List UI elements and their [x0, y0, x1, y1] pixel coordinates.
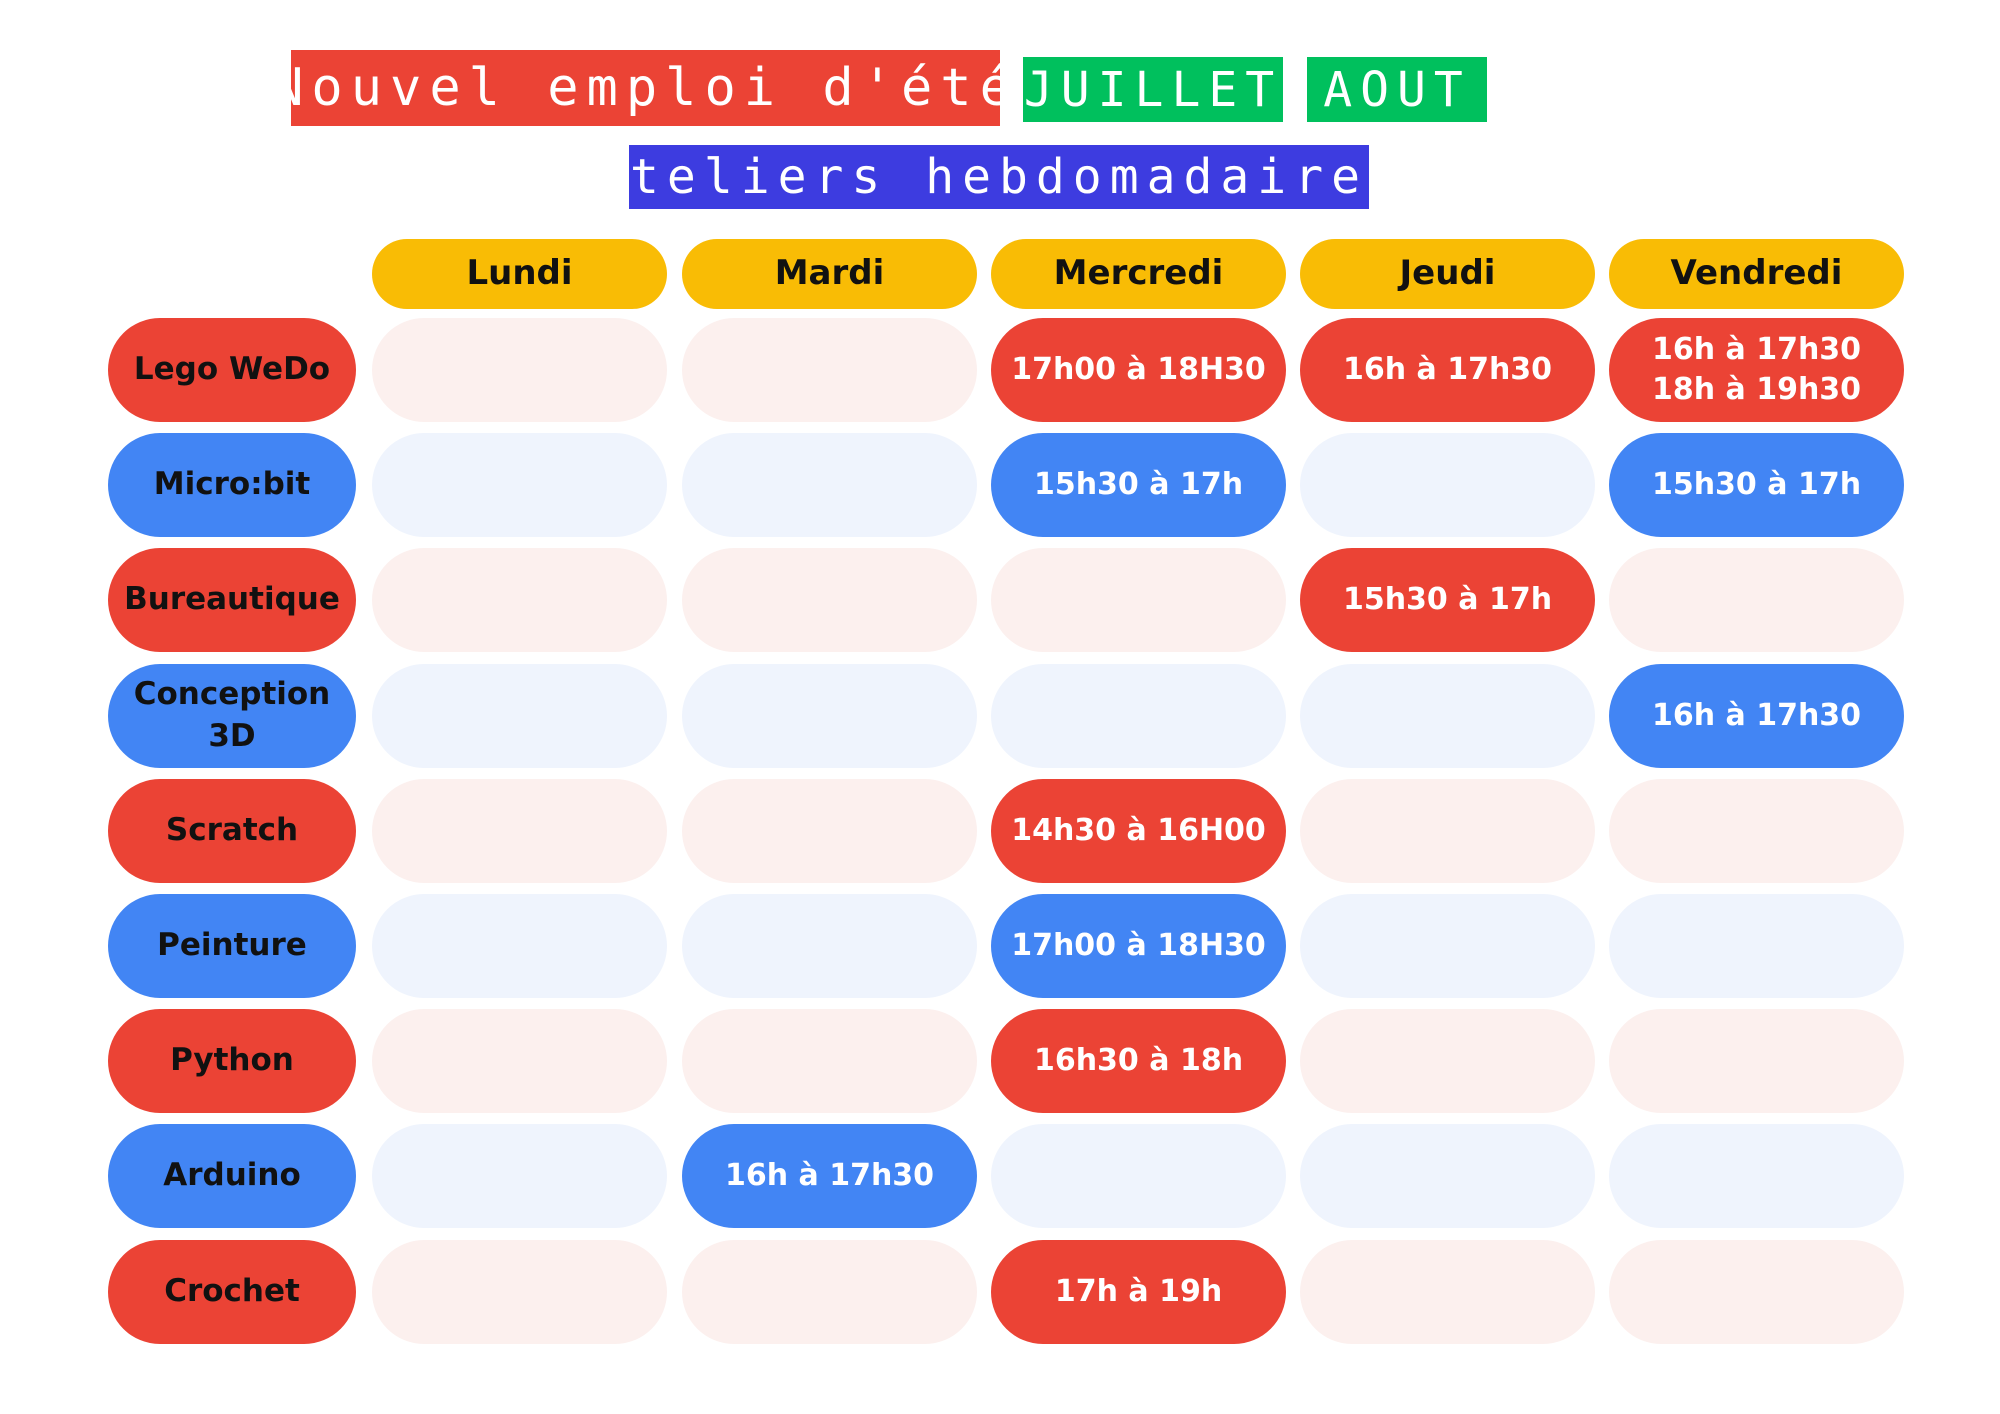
empty-slot — [372, 548, 667, 652]
empty-slot — [1609, 1240, 1904, 1344]
schedule-slot: 16h à 17h30 — [1609, 664, 1904, 768]
empty-slot — [682, 1240, 977, 1344]
empty-slot — [1300, 1240, 1595, 1344]
schedule-slot: 15h30 à 17h — [1300, 548, 1595, 652]
day-header-jeudi: Jeudi — [1300, 239, 1595, 309]
empty-slot — [991, 664, 1286, 768]
empty-slot — [1609, 1124, 1904, 1228]
slot-time: 15h30 à 17h — [1651, 466, 1862, 502]
slot-times: 16h à 17h30 18h à 19h30 — [1652, 330, 1861, 411]
empty-slot — [682, 433, 977, 537]
empty-slot — [1300, 1124, 1595, 1228]
empty-slot — [1300, 664, 1595, 768]
day-header-mardi: Mardi — [682, 239, 977, 309]
schedule-slot: 16h à 17h30 — [682, 1124, 977, 1228]
slot-time: 16h à 17h30 — [1651, 697, 1862, 733]
empty-slot — [372, 1124, 667, 1228]
slot-time: 16h à 17h30 — [724, 1157, 935, 1193]
slot-times: 15h30 à 17h — [1034, 465, 1243, 506]
empty-slot — [1609, 779, 1904, 883]
empty-slot — [1300, 1009, 1595, 1113]
slot-times: 17h00 à 18H30 — [1011, 926, 1266, 967]
empty-slot — [372, 894, 667, 998]
slot-time: 16h à 17h30 — [1342, 351, 1553, 387]
empty-slot — [682, 894, 977, 998]
slot-times: 17h à 19h — [1055, 1272, 1222, 1313]
course-label: Micro:bit — [108, 433, 356, 537]
schedule-slot: 16h à 17h30 — [1300, 318, 1595, 422]
empty-slot — [1300, 894, 1595, 998]
course-label: Conception 3D — [108, 664, 356, 768]
empty-slot — [372, 318, 667, 422]
course-label: Bureautique — [108, 548, 356, 652]
course-label: Scratch — [108, 779, 356, 883]
slot-times: 16h à 17h30 — [725, 1156, 934, 1197]
slot-times: 16h30 à 18h — [1034, 1041, 1243, 1082]
empty-slot — [682, 1009, 977, 1113]
empty-slot — [1609, 1009, 1904, 1113]
slot-time: 15h30 à 17h — [1342, 581, 1553, 617]
page-subtitle: Ateliers hebdomadaires — [593, 145, 1397, 209]
schedule-slot: 16h à 17h30 18h à 19h30 — [1609, 318, 1904, 422]
schedule-slot: 15h30 à 17h — [991, 433, 1286, 537]
empty-slot — [991, 1124, 1286, 1228]
day-header-lundi: Lundi — [372, 239, 667, 309]
month-tag-juillet: JUILLET — [1023, 57, 1283, 122]
slot-time: 17h00 à 18H30 — [1011, 351, 1266, 387]
schedule-slot: 14h30 à 16H00 — [991, 779, 1286, 883]
course-label: Arduino — [108, 1124, 356, 1228]
slot-time: 18h à 19h30 — [1651, 372, 1862, 407]
slot-times: 15h30 à 17h — [1652, 465, 1861, 506]
page-title: Nouvel emploi d'été — [272, 50, 1011, 126]
slot-time: 14h30 à 16H00 — [1011, 812, 1266, 848]
empty-slot — [372, 779, 667, 883]
slot-time: 15h30 à 17h — [1033, 466, 1244, 502]
slot-times: 17h00 à 18H30 — [1011, 350, 1266, 391]
slot-time: 17h à 19h — [1054, 1273, 1223, 1309]
schedule-slot: 15h30 à 17h — [1609, 433, 1904, 537]
empty-slot — [1300, 433, 1595, 537]
course-label: Peinture — [108, 894, 356, 998]
empty-slot — [1300, 779, 1595, 883]
slot-time: 16h30 à 18h — [1033, 1042, 1244, 1078]
course-label: Crochet — [108, 1240, 356, 1344]
slot-times: 14h30 à 16H00 — [1011, 811, 1266, 852]
empty-slot — [1609, 894, 1904, 998]
slot-times: 16h à 17h30 — [1652, 696, 1861, 737]
schedule-slot: 17h00 à 18H30 — [991, 894, 1286, 998]
schedule-slot: 17h à 19h — [991, 1240, 1286, 1344]
day-header-vendredi: Vendredi — [1609, 239, 1904, 309]
empty-slot — [682, 318, 977, 422]
empty-slot — [372, 1009, 667, 1113]
empty-slot — [991, 548, 1286, 652]
schedule-slot: 17h00 à 18H30 — [991, 318, 1286, 422]
slot-time: 17h00 à 18H30 — [1011, 927, 1266, 963]
empty-slot — [372, 433, 667, 537]
slot-times: 16h à 17h30 — [1343, 350, 1552, 391]
day-header-mercredi: Mercredi — [991, 239, 1286, 309]
empty-slot — [682, 664, 977, 768]
slot-time: 16h à 17h30 — [1651, 331, 1862, 367]
course-label: Lego WeDo — [108, 318, 356, 422]
month-tag-aout: AOUT — [1307, 57, 1487, 122]
empty-slot — [372, 664, 667, 768]
empty-slot — [372, 1240, 667, 1344]
empty-slot — [682, 779, 977, 883]
empty-slot — [682, 548, 977, 652]
course-label: Python — [108, 1009, 356, 1113]
slot-times: 15h30 à 17h — [1343, 580, 1552, 621]
schedule-slot: 16h30 à 18h — [991, 1009, 1286, 1113]
empty-slot — [1609, 548, 1904, 652]
